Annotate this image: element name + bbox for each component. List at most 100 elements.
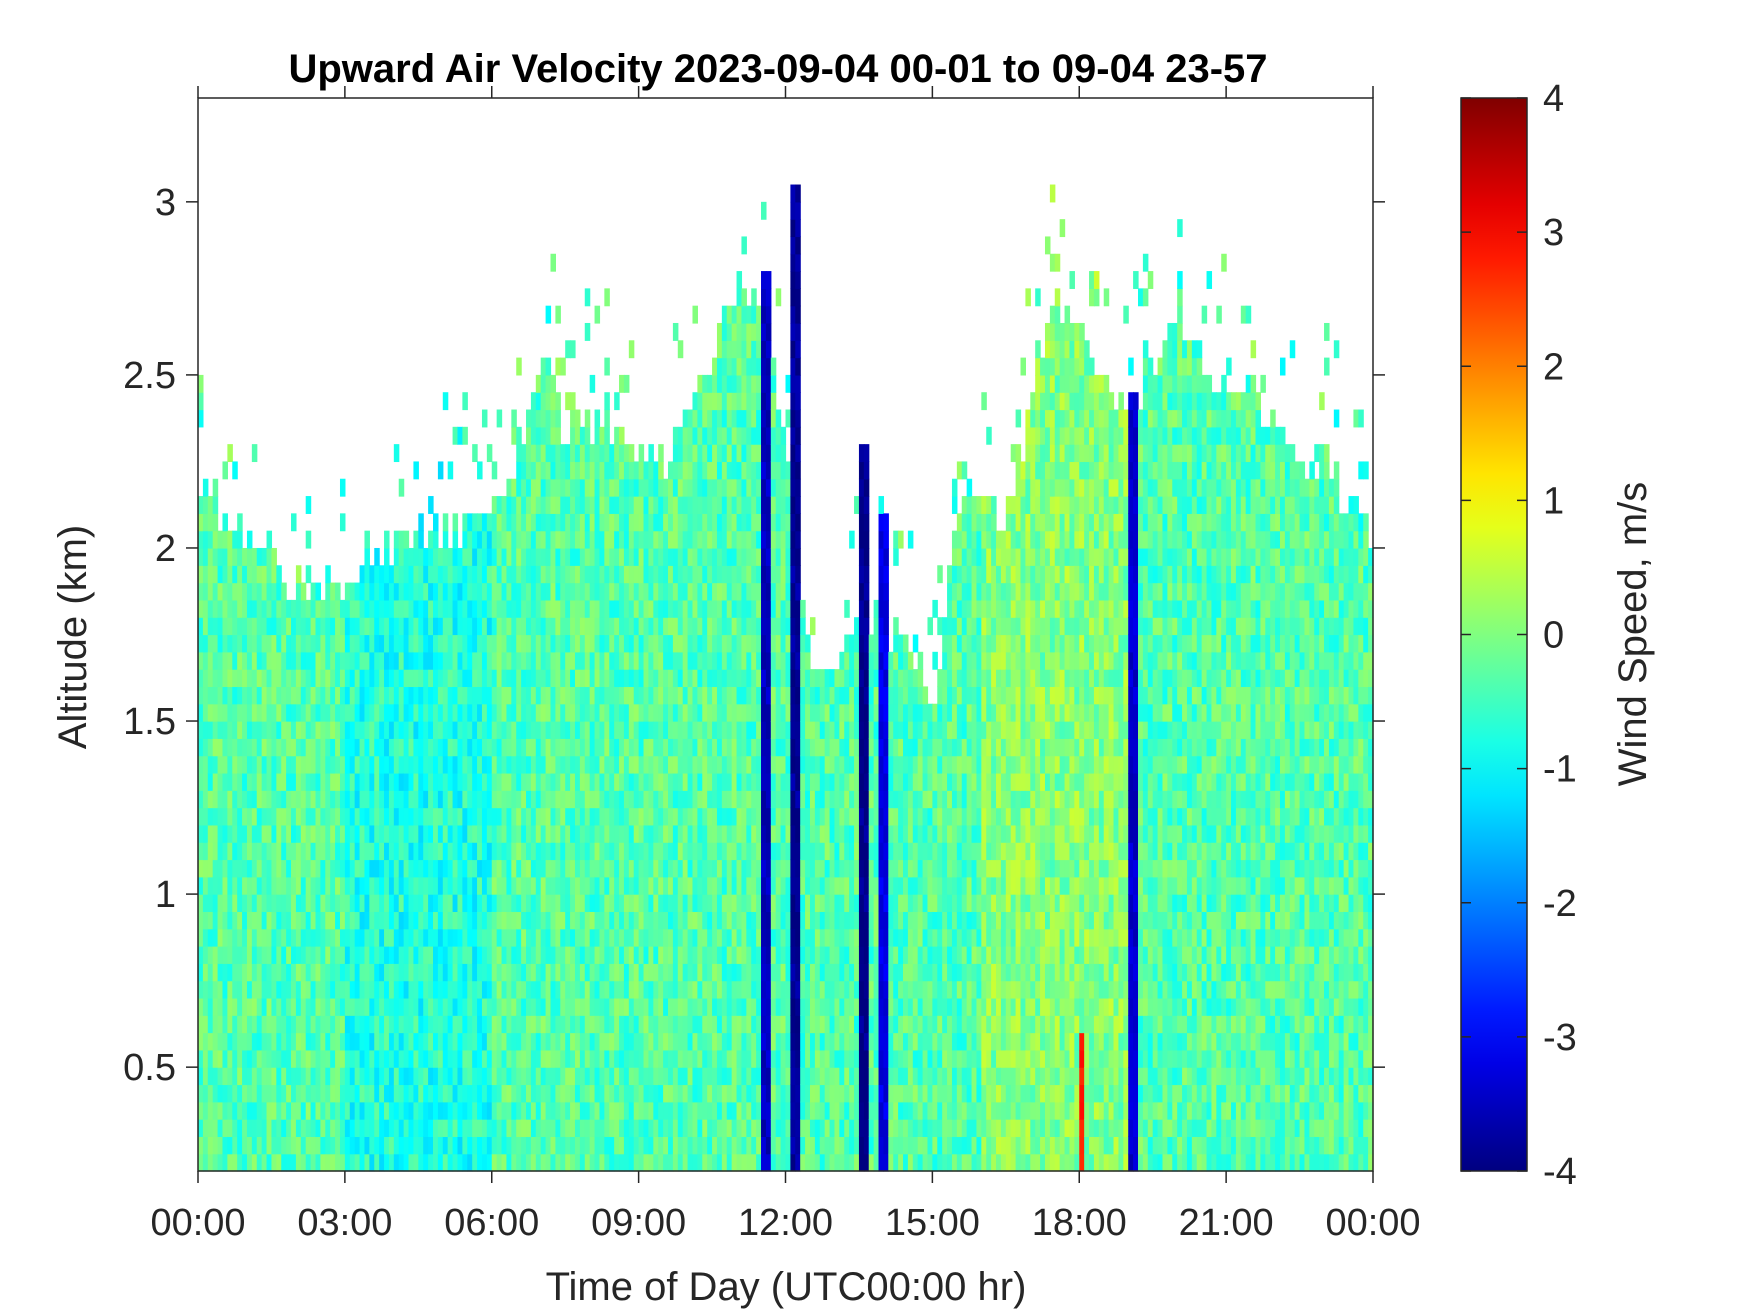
heatmap-cell — [511, 1153, 517, 1172]
heatmap-cell — [516, 859, 522, 878]
heatmap-cell — [653, 547, 659, 566]
heatmap-cell — [300, 946, 307, 964]
heatmap-cell — [565, 755, 571, 774]
heatmap-cell — [291, 1067, 297, 1086]
heatmap-cell — [320, 1119, 326, 1137]
heatmap-cell — [682, 772, 689, 791]
heatmap-cell — [286, 842, 292, 861]
heatmap-cell — [785, 669, 791, 688]
heatmap-cell — [668, 669, 674, 688]
heatmap-cell — [266, 1049, 273, 1068]
heatmap-cell — [589, 997, 596, 1016]
heatmap-cell — [266, 582, 273, 601]
heatmap-cell — [668, 651, 674, 670]
heatmap-cell — [472, 772, 478, 791]
heatmap-cell — [623, 547, 630, 566]
heatmap-cell — [623, 1136, 630, 1155]
heatmap-cell — [594, 876, 601, 895]
heatmap-cell — [374, 997, 380, 1016]
heatmap-cell — [320, 1136, 326, 1155]
heatmap-cell — [418, 1153, 424, 1172]
heatmap-cell — [628, 513, 635, 532]
heatmap-cell — [535, 1153, 542, 1172]
heatmap-cell — [217, 686, 224, 705]
heatmap-cell — [452, 1049, 459, 1068]
heatmap-cell — [418, 686, 424, 705]
heatmap-cell — [212, 755, 219, 774]
heatmap-cell — [198, 617, 204, 636]
heatmap-cell — [506, 824, 512, 843]
heatmap-cell — [770, 374, 777, 393]
heatmap-cell — [594, 807, 601, 826]
heatmap-cell — [609, 617, 615, 636]
heatmap-cell — [266, 686, 273, 705]
heatmap-cell — [491, 496, 498, 514]
heatmap-cell — [648, 859, 654, 878]
heatmap-cell — [232, 530, 238, 549]
heatmap-cell — [506, 997, 512, 1016]
heatmap-cell — [261, 1084, 268, 1103]
heatmap-cell — [212, 772, 219, 791]
heatmap-cell — [579, 496, 586, 514]
heatmap-cell — [638, 1032, 645, 1051]
heatmap-cell — [751, 288, 757, 307]
heatmap-cell — [344, 1015, 351, 1034]
heatmap-cell — [408, 894, 415, 913]
heatmap-cell — [785, 496, 791, 514]
heatmap-cell — [741, 617, 747, 636]
heatmap-cell — [540, 357, 547, 376]
heatmap-cell — [408, 634, 415, 653]
heatmap-cell — [697, 859, 703, 878]
heatmap-cell — [305, 1084, 312, 1103]
heatmap-cell — [472, 1084, 478, 1103]
heatmap-cell — [555, 461, 561, 480]
heatmap-cell — [232, 824, 238, 843]
heatmap-cell — [379, 738, 385, 757]
heatmap-cell — [535, 928, 542, 947]
heatmap-cell — [457, 997, 463, 1016]
heatmap-cell — [428, 980, 434, 999]
heatmap-cell — [428, 842, 434, 861]
heatmap-cell — [521, 669, 527, 688]
heatmap-cell — [535, 1032, 542, 1051]
heatmap-cell — [310, 859, 317, 878]
heatmap-cell — [198, 651, 204, 670]
heatmap-cell — [452, 963, 459, 982]
heatmap-cell — [736, 738, 743, 757]
heatmap-cell — [516, 651, 522, 670]
heatmap-cell — [506, 1101, 512, 1120]
heatmap-cell — [721, 478, 728, 497]
heatmap-cell — [702, 409, 708, 428]
heatmap-cell — [423, 824, 429, 843]
heatmap-cell — [658, 1153, 664, 1172]
heatmap-cell — [770, 911, 777, 930]
heatmap-cell — [256, 1049, 263, 1068]
heatmap-cell — [433, 859, 439, 878]
heatmap-cell — [364, 547, 370, 566]
heatmap-cell — [526, 530, 532, 549]
heatmap-cell — [207, 582, 214, 601]
heatmap-cell — [565, 980, 571, 999]
heatmap-cell — [560, 1153, 566, 1172]
heatmap-cell — [682, 669, 689, 688]
heatmap-cell — [501, 513, 508, 532]
heatmap-cell — [403, 807, 410, 826]
heatmap-cell — [202, 738, 209, 757]
heatmap-cell — [712, 928, 718, 947]
heatmap-cell — [697, 807, 703, 826]
heatmap-cell — [511, 617, 517, 636]
heatmap-cell — [716, 1084, 723, 1103]
heatmap-cell — [232, 790, 238, 809]
heatmap-cell — [305, 1153, 312, 1172]
heatmap-cell — [418, 1119, 424, 1137]
heatmap-cell — [785, 911, 791, 930]
heatmap-cell — [716, 357, 723, 376]
heatmap-cell — [574, 721, 581, 739]
heatmap-cell — [227, 842, 233, 861]
heatmap-cell — [330, 1067, 336, 1086]
heatmap-cell — [486, 980, 493, 999]
heatmap-cell — [746, 859, 752, 878]
heatmap-cell — [364, 842, 370, 861]
heatmap-cell — [731, 1119, 738, 1137]
heatmap-cell — [379, 1067, 385, 1086]
